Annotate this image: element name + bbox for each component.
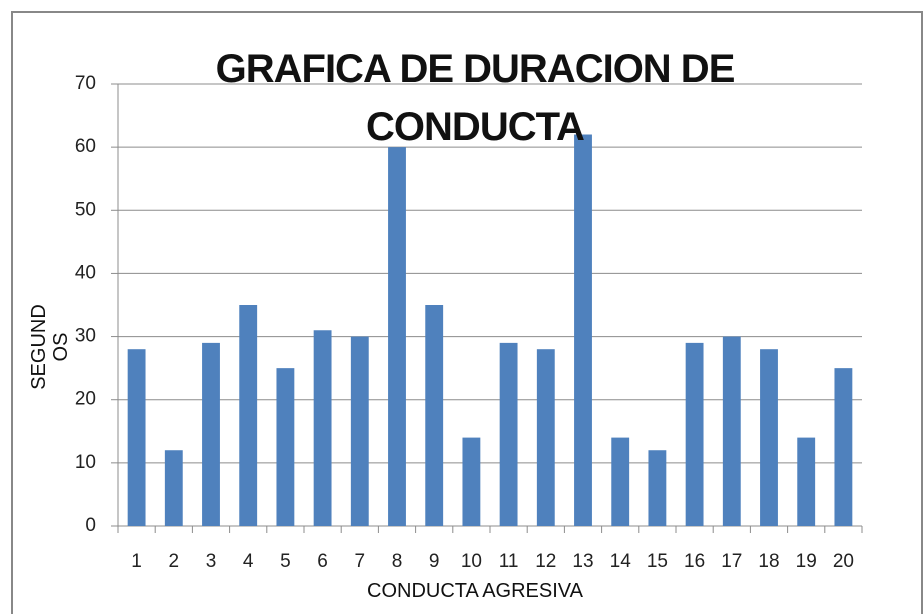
y-tick-label: 70 <box>75 73 96 94</box>
bar <box>313 330 332 526</box>
bar <box>350 336 369 526</box>
y-tick-label: 40 <box>75 262 96 283</box>
x-tick-label: 15 <box>647 551 668 572</box>
bar <box>760 349 778 526</box>
bar <box>536 349 555 526</box>
bar <box>276 368 295 526</box>
bar <box>239 305 258 526</box>
bar <box>388 147 406 526</box>
y-tick-label: 0 <box>85 515 96 536</box>
bar <box>834 368 853 526</box>
bar <box>202 342 220 526</box>
x-tick-label: 19 <box>796 551 817 572</box>
x-tick-label: 9 <box>429 551 440 572</box>
x-tick-label: 6 <box>317 551 328 572</box>
x-tick-label: 12 <box>535 551 556 572</box>
chart-title: GRAFICA DE DURACION DE CONDUCTA <box>215 47 736 149</box>
y-tick-label: 10 <box>75 452 96 473</box>
x-tick-label: 18 <box>758 551 779 572</box>
x-tick-label: 10 <box>461 551 482 572</box>
x-tick-label: 16 <box>684 551 705 572</box>
bar <box>648 450 667 526</box>
bar <box>425 305 444 526</box>
bar <box>462 437 481 526</box>
bar <box>499 342 518 526</box>
bar <box>127 349 146 526</box>
x-tick-label: 8 <box>392 551 403 572</box>
x-tick-label: 3 <box>206 551 217 572</box>
x-tick-label: 20 <box>833 551 854 572</box>
x-tick-label: 11 <box>499 551 519 572</box>
bar <box>611 437 630 526</box>
bar <box>164 450 183 526</box>
x-axis-label: CONDUCTA AGRESIVA <box>367 580 583 602</box>
y-tick-label: 50 <box>75 199 96 220</box>
y-tick-label: 30 <box>75 326 96 347</box>
x-tick-label: 17 <box>721 551 742 572</box>
x-tick-label: 13 <box>572 551 593 572</box>
bar <box>574 134 592 526</box>
bar <box>685 342 704 526</box>
x-tick-label: 7 <box>355 551 366 572</box>
x-tick-label: 14 <box>610 551 632 572</box>
y-tick-label: 60 <box>75 136 96 157</box>
x-tick-label: 2 <box>169 551 180 572</box>
bar <box>722 336 741 526</box>
y-axis-label: SEGUNDOS <box>28 304 72 390</box>
x-tick-label: 5 <box>280 551 291 572</box>
y-tick-label: 20 <box>75 389 96 410</box>
bar <box>797 437 816 526</box>
chart-border <box>11 11 923 614</box>
x-tick-label: 4 <box>243 551 254 572</box>
x-tick-label: 1 <box>131 551 142 572</box>
